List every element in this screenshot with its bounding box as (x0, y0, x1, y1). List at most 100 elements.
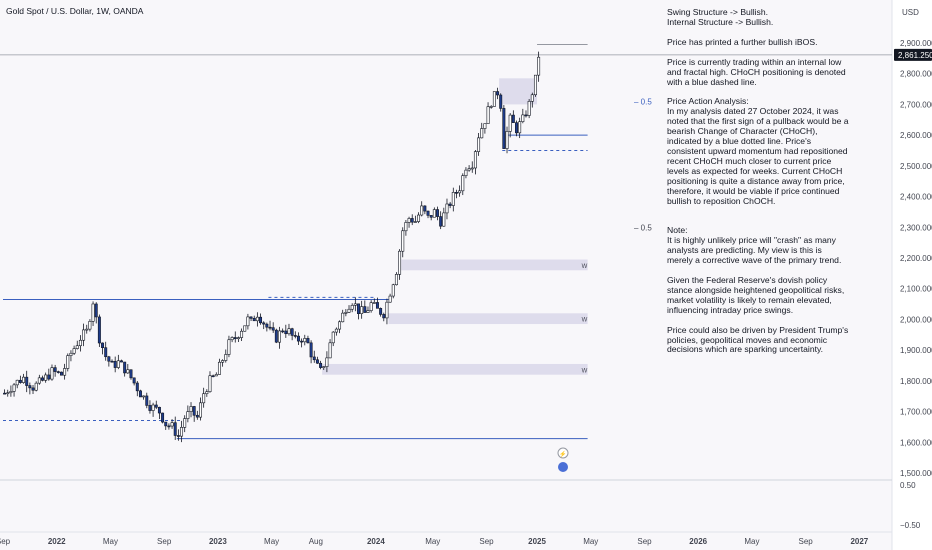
candle-body (432, 209, 436, 218)
candle-body (524, 114, 528, 117)
candle-body (284, 330, 288, 335)
note-fed: Given the Federal Reserve's dovish polic… (667, 275, 845, 315)
x-tick-label: May (425, 537, 440, 546)
y-tick-label: 2,800.000 (900, 70, 932, 79)
demand-zone (322, 363, 588, 375)
candle-body (470, 167, 474, 170)
zone-label: W (582, 264, 588, 270)
currency-label[interactable]: USD (902, 8, 919, 17)
x-tick-label: Sep (0, 537, 11, 546)
candle-body (300, 340, 304, 343)
candle-body (372, 302, 376, 304)
sub-axis-label: −0.50 (900, 521, 921, 530)
candle-body (417, 214, 421, 222)
candle-body (413, 221, 417, 223)
candle-body (151, 404, 155, 411)
candle-body (454, 192, 458, 194)
candle-body (255, 316, 259, 322)
chart-title: Gold Spot / U.S. Dollar, 1W, OANDA (6, 6, 144, 16)
candle-body (211, 375, 215, 378)
candle-body (312, 356, 316, 361)
candle-body (217, 361, 221, 375)
candle-body (123, 361, 127, 374)
candle-body (515, 122, 518, 134)
candle-body (104, 347, 108, 358)
y-tick-label: 2,100.000 (900, 285, 932, 294)
candle-body (37, 377, 41, 384)
candle-body (214, 374, 218, 377)
candle-body (208, 375, 212, 392)
price-axis-panel (892, 0, 932, 550)
candle-body (34, 382, 38, 391)
candle-body (63, 368, 67, 376)
candle-body (265, 323, 269, 328)
candle-body (290, 328, 294, 336)
plot-background (0, 0, 892, 550)
candle-body (315, 359, 319, 364)
zone-label: W (582, 318, 588, 324)
last-price-badge (894, 48, 932, 61)
candle-body (230, 337, 234, 341)
candle-body (328, 342, 332, 359)
candle-body (132, 377, 136, 384)
candle-body (341, 312, 345, 323)
candle-body (426, 210, 430, 216)
candle-body (195, 414, 199, 418)
candle-body (489, 106, 493, 108)
candle-body (281, 330, 285, 333)
candle-body (278, 330, 281, 343)
fib-label: – 0.5 (634, 223, 652, 232)
x-tick-label: May (583, 537, 598, 546)
candle-body (154, 404, 158, 408)
demand-zone (388, 313, 588, 325)
y-tick-label: 1,500.000 (900, 469, 932, 478)
candle-body (385, 301, 389, 319)
lightning-icon[interactable] (557, 447, 569, 459)
y-tick-label: 1,800.000 (900, 377, 932, 386)
demand-zone (401, 259, 588, 271)
demand-zone (499, 78, 538, 105)
candle-body (180, 427, 184, 437)
fib-label: – 0.5 (634, 97, 652, 106)
candle-body (9, 391, 13, 394)
note-swing-structure: Swing Structure -> Bullish. (667, 7, 769, 17)
candle-body (252, 318, 256, 322)
candle-body (142, 395, 146, 398)
x-tick-label: 2025 (528, 537, 546, 546)
x-tick-label: May (103, 537, 118, 546)
candle-body (15, 379, 19, 386)
candle-body (477, 137, 481, 152)
candle-body (271, 327, 275, 331)
candle-body (47, 374, 51, 380)
candle-body (502, 108, 506, 149)
candle-body (186, 411, 190, 419)
candle-body (189, 406, 193, 412)
candle-body (129, 369, 133, 379)
candle-body (22, 376, 26, 383)
candle-body (486, 106, 490, 124)
candle-body (120, 360, 123, 363)
candle-body (496, 91, 500, 96)
candle-body (375, 302, 379, 309)
candle-body (511, 114, 515, 123)
candle-body (18, 379, 22, 383)
candle-body (78, 339, 82, 347)
candle-body (6, 392, 10, 395)
candle-body (467, 168, 471, 171)
x-tick-label: 2022 (48, 537, 66, 546)
candle-body (448, 203, 452, 206)
candle-body (382, 314, 386, 319)
candle-body (451, 192, 455, 206)
candle-body (91, 303, 95, 322)
candle-body (369, 302, 373, 311)
candle-body (319, 362, 323, 368)
candle-body (240, 330, 244, 338)
candle-body (429, 215, 433, 218)
note-title: Note: (667, 225, 688, 236)
candle-body (66, 355, 70, 369)
candle-body (88, 321, 92, 330)
candle-body (436, 209, 439, 217)
candle-body (423, 205, 427, 212)
flag-icon[interactable] (558, 462, 568, 472)
